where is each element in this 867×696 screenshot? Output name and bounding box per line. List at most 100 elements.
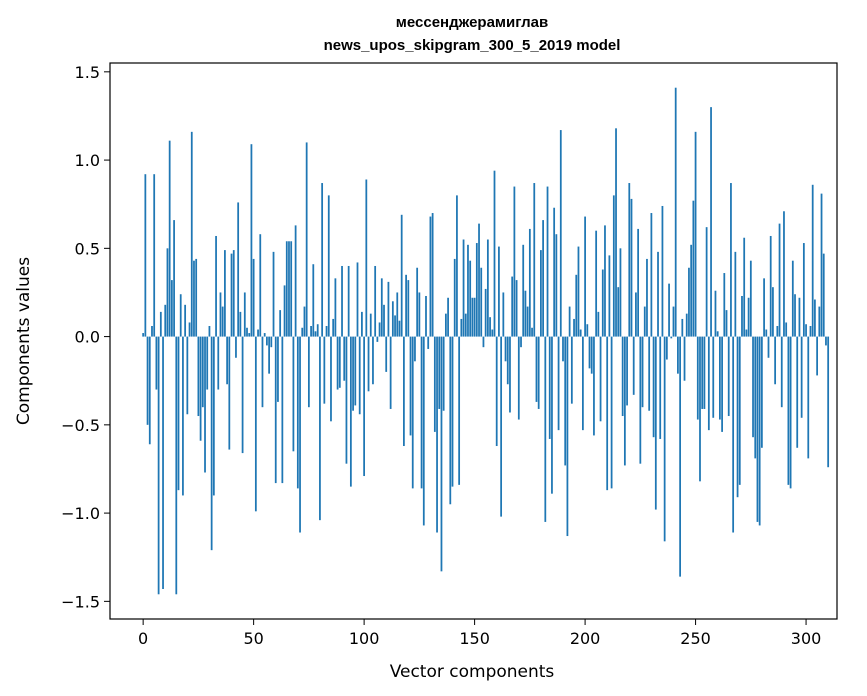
- bar-50: [252, 258, 255, 337]
- bar-135: [440, 336, 443, 572]
- bar-191: [564, 336, 567, 466]
- bar-185: [551, 336, 553, 494]
- bar-238: [668, 283, 670, 337]
- bar-9: [162, 336, 164, 589]
- x-tick-label: 200: [570, 629, 601, 648]
- bar-65: [285, 241, 288, 337]
- bar-254: [703, 336, 706, 409]
- bar-68: [292, 336, 295, 452]
- bar-119: [405, 274, 407, 337]
- bar-95: [352, 336, 354, 411]
- bar-205: [595, 230, 598, 337]
- bar-275: [749, 260, 752, 337]
- bar-39: [228, 336, 231, 450]
- bar-241: [674, 87, 677, 337]
- bar-181: [542, 220, 544, 337]
- bar-183: [546, 186, 549, 337]
- bar-107: [378, 322, 381, 337]
- bar-123: [414, 336, 416, 362]
- bar-178: [535, 336, 538, 402]
- bar-79: [316, 324, 319, 337]
- bar-11: [166, 248, 169, 337]
- bar-283: [767, 336, 770, 358]
- x-tick-label: 50: [243, 629, 263, 648]
- bar-202: [588, 336, 591, 369]
- bar-262: [721, 336, 723, 432]
- bar-244: [681, 318, 684, 337]
- bar-233: [657, 251, 659, 337]
- bar-164: [504, 336, 507, 362]
- bar-198: [579, 329, 582, 337]
- bar-30: [208, 326, 211, 337]
- bar-46: [243, 292, 246, 337]
- bar-74: [305, 142, 308, 337]
- bar-80: [319, 336, 321, 521]
- bar-150: [473, 297, 476, 337]
- bar-78: [314, 331, 317, 337]
- bar-131: [431, 213, 434, 337]
- bar-6: [155, 336, 158, 390]
- bar-55: [263, 333, 266, 337]
- bar-210: [606, 336, 609, 491]
- bar-111: [387, 281, 390, 337]
- bar-240: [672, 306, 675, 337]
- bar-15: [175, 336, 178, 595]
- bar-234: [659, 336, 662, 439]
- bar-77: [312, 264, 315, 337]
- bar-52: [257, 329, 259, 337]
- bar-41: [232, 250, 235, 337]
- bar-174: [526, 306, 529, 337]
- bar-250: [694, 131, 697, 337]
- bar-124: [416, 267, 419, 337]
- bar-148: [469, 260, 472, 337]
- bar-36: [221, 306, 224, 337]
- bar-23: [193, 260, 195, 337]
- bar-169: [515, 280, 518, 337]
- bar-20: [186, 336, 189, 415]
- bar-225: [639, 336, 642, 464]
- bar-141: [453, 258, 456, 337]
- bar-93: [347, 265, 350, 337]
- bar-281: [763, 278, 765, 337]
- bar-129: [427, 336, 430, 349]
- bar-156: [486, 239, 489, 337]
- bar-190: [562, 336, 564, 362]
- bar-22: [190, 131, 193, 337]
- bar-237: [665, 336, 668, 360]
- bar-189: [559, 130, 562, 337]
- bar-298: [800, 336, 803, 418]
- bar-70: [296, 336, 299, 489]
- bar-229: [648, 336, 651, 411]
- bar-18: [182, 336, 184, 496]
- bar-196: [575, 274, 578, 337]
- y-tick-label: 1.0: [75, 151, 100, 170]
- bar-261: [719, 336, 721, 420]
- bar-75: [307, 336, 310, 408]
- bar-5: [153, 174, 156, 337]
- bar-276: [752, 336, 754, 438]
- bar-216: [619, 248, 622, 337]
- bar-197: [577, 246, 580, 337]
- bar-26: [199, 336, 202, 441]
- bar-101: [365, 179, 368, 337]
- bar-273: [745, 329, 748, 337]
- bar-213: [612, 195, 615, 337]
- bar-130: [429, 216, 432, 337]
- bar-34: [217, 336, 220, 390]
- bar-186: [553, 207, 556, 337]
- bar-235: [661, 205, 664, 337]
- y-tick-label: 0.5: [75, 239, 100, 258]
- bar-167: [511, 276, 514, 337]
- bar-256: [707, 336, 710, 431]
- bar-100: [363, 336, 365, 477]
- bar-117: [400, 214, 403, 337]
- bar-176: [531, 327, 533, 337]
- bar-98: [358, 336, 361, 415]
- bar-243: [679, 336, 681, 577]
- y-tick-label: 1.5: [75, 63, 100, 82]
- bar-127: [422, 336, 425, 526]
- y-axis: −1.5 −1.0 −0.5 0.0 0.5 1.0 1.5: [61, 63, 110, 611]
- bar-58: [270, 336, 273, 348]
- x-tick-label: 100: [349, 629, 380, 648]
- bar-175: [528, 228, 531, 337]
